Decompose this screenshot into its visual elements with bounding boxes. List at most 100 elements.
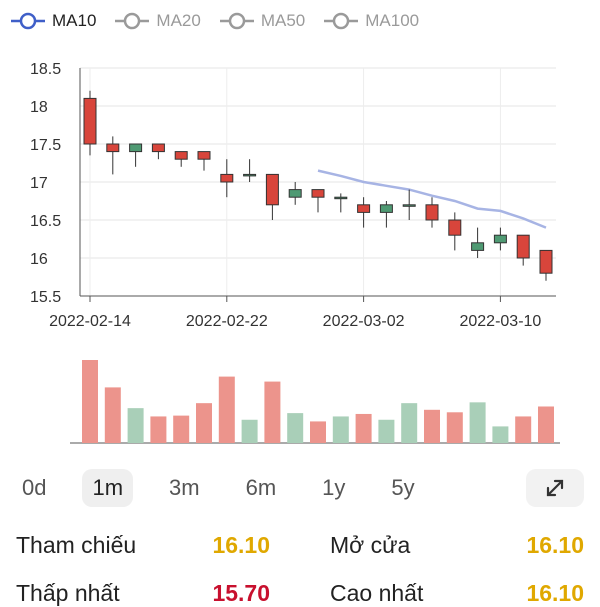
candle-body (334, 196, 348, 200)
tab-6m[interactable]: 6m (245, 475, 277, 500)
mo-cua-label: Mở cửa (330, 532, 411, 558)
legend-label-ma50: MA50 (260, 11, 306, 30)
candle (197, 151, 211, 171)
y-tick-label: 17 (30, 175, 48, 192)
candle-body (471, 242, 485, 251)
info-thap-nhat: Thấp nhất 15.70 (16, 580, 300, 607)
legend-marker-icon (115, 12, 150, 30)
candle (220, 159, 234, 198)
candle (334, 193, 348, 213)
candle (106, 136, 120, 175)
candle-body (493, 234, 507, 244)
tham-chieu-value: 16.10 (212, 532, 270, 558)
tham-chieu-label: Tham chiếu (16, 532, 137, 558)
ma10-line (317, 169, 547, 229)
legend-label-ma100: MA100 (365, 11, 420, 30)
volume-bar (446, 412, 463, 443)
volume-bar (538, 406, 554, 443)
volume-bar (82, 360, 98, 443)
cao-nhat-value: 16.10 (526, 580, 584, 606)
info-tham-chieu: Tham chiếu 16.10 (16, 532, 300, 559)
volume-bar (104, 387, 121, 443)
legend-item-ma20[interactable]: MA20 (114, 11, 201, 31)
tab-1m[interactable]: 1m (82, 469, 134, 507)
x-tick-label: 2022-02-14 (49, 313, 131, 330)
y-tick-label: 16 (30, 251, 48, 268)
candle (516, 234, 530, 266)
info-mo-cua: Mở cửa 16.10 (300, 532, 584, 559)
candle-body (243, 173, 257, 177)
candle (311, 189, 325, 213)
y-tick-label: 18.5 (30, 61, 61, 78)
volume-bar (401, 403, 418, 443)
x-tick-label: 2022-02-22 (186, 313, 268, 330)
candle-body (539, 249, 553, 274)
info-row-1: Tham chiếu 16.10 Mở cửa 16.10 (16, 532, 584, 559)
volume-bar (173, 415, 190, 443)
candle-body (265, 173, 279, 206)
candle (151, 143, 165, 160)
candle (448, 212, 462, 251)
candle-body (357, 204, 371, 213)
candle-body (402, 204, 416, 207)
info-cao-nhat: Cao nhất 16.10 (300, 580, 584, 607)
candle-body (448, 219, 462, 236)
y-tick-label: 15.5 (30, 289, 61, 306)
y-tick-label: 17.5 (30, 137, 61, 154)
candle (425, 197, 439, 228)
volume-bar (264, 381, 281, 443)
legend-marker-icon (219, 12, 254, 30)
volume-bar (424, 409, 440, 443)
tab-1y[interactable]: 1y (322, 475, 346, 500)
candlestick-chart[interactable]: 18.5 18 17.5 17 16.5 16 15.5 2022-02-14 2022-02-… (0, 40, 600, 450)
candle-body (425, 204, 439, 221)
mo-cua-value: 16.10 (526, 532, 584, 558)
cao-nhat-label: Cao nhất (330, 580, 424, 606)
volume-bar (196, 403, 212, 443)
y-tick-label: 18 (30, 99, 48, 116)
thap-nhat-label: Thấp nhất (16, 580, 120, 606)
volume-bar (378, 419, 395, 443)
candle-body (516, 234, 530, 259)
volume-bar (127, 408, 144, 443)
y-tick-label: 16.5 (30, 213, 61, 230)
legend-item-ma100[interactable]: MA100 (323, 11, 419, 31)
legend-marker-icon (324, 12, 359, 30)
volume-bar (515, 416, 532, 443)
volume-bar (218, 376, 235, 443)
x-tick-label: 2022-03-02 (323, 313, 405, 330)
candle (357, 197, 371, 228)
candle (288, 182, 302, 205)
volume-bar (241, 419, 258, 443)
volume-bar (332, 416, 349, 443)
tab-5y[interactable]: 5y (391, 475, 415, 500)
candle-body (174, 151, 188, 160)
candle-body (379, 204, 393, 213)
legend-marker-icon (11, 12, 45, 30)
legend-item-ma10[interactable]: MA10 (10, 11, 96, 31)
tab-0d[interactable]: 0d (22, 475, 47, 500)
period-tabs: 0d 1m 3m 6m 1y 5y (12, 466, 588, 510)
x-tick-label: 2022-03-10 (459, 313, 541, 330)
expand-button[interactable] (526, 469, 584, 507)
legend-item-ma50[interactable]: MA50 (219, 11, 305, 31)
candle (471, 227, 485, 258)
candle-body (197, 151, 211, 160)
thap-nhat-value: 15.70 (212, 580, 270, 606)
candle (129, 143, 143, 167)
volume-bar (469, 402, 486, 443)
candle (174, 151, 188, 167)
candle-body (83, 97, 97, 145)
tab-3m[interactable]: 3m (169, 475, 200, 500)
chart-legend: MA10 MA20 MA50 MA100 (10, 6, 437, 36)
candle (265, 173, 279, 220)
volume-bar (492, 426, 509, 443)
candle-body (311, 189, 325, 198)
candle (493, 227, 507, 251)
candle (83, 90, 97, 156)
candle-body (288, 189, 302, 198)
legend-label-ma10: MA10 (52, 11, 97, 30)
info-row-2: Thấp nhất 15.70 Cao nhất 16.10 (16, 580, 584, 607)
candle-body (129, 143, 143, 153)
volume-bar (287, 413, 304, 443)
